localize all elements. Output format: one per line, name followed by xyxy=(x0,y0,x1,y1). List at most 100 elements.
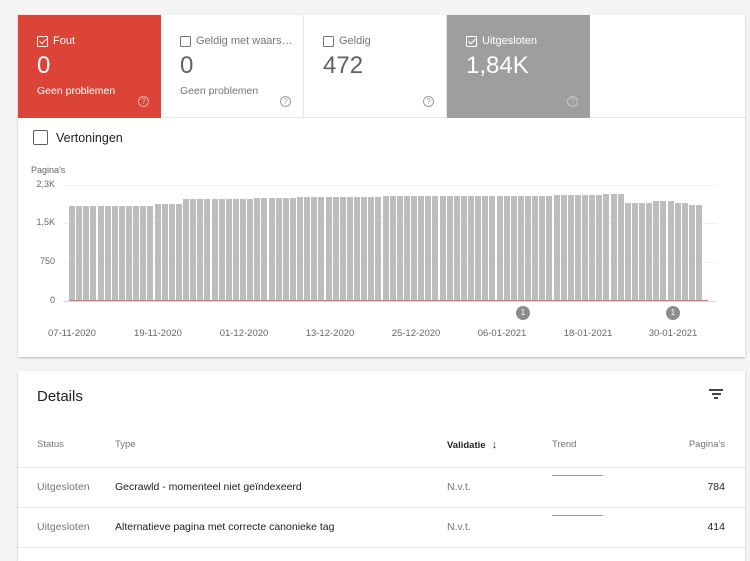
checkbox-checked-icon[interactable] xyxy=(466,35,477,47)
chart-bar[interactable] xyxy=(496,196,503,301)
chart-bar[interactable] xyxy=(361,197,368,301)
chart-bar[interactable] xyxy=(653,200,660,301)
chart-bar[interactable] xyxy=(553,195,560,301)
help-icon[interactable]: ? xyxy=(280,96,291,107)
chart-bar[interactable] xyxy=(439,196,446,301)
chart-bar[interactable] xyxy=(403,196,410,301)
chart-bar[interactable] xyxy=(389,196,396,301)
chart-bar[interactable] xyxy=(304,197,311,301)
chart-bar[interactable] xyxy=(154,204,161,301)
help-icon[interactable]: ? xyxy=(423,96,434,107)
chart-bar[interactable] xyxy=(396,196,403,301)
chart-bar[interactable] xyxy=(489,196,496,301)
chart-bar[interactable] xyxy=(69,206,75,301)
chart-bar[interactable] xyxy=(696,204,702,301)
chart-bar[interactable] xyxy=(567,195,574,301)
chart-bar[interactable] xyxy=(126,206,132,301)
chart-bar[interactable] xyxy=(346,197,353,301)
chart-bar[interactable] xyxy=(610,194,617,301)
chart-bar[interactable] xyxy=(368,197,375,301)
checkbox-icon[interactable] xyxy=(33,130,48,145)
checkbox-icon[interactable] xyxy=(323,35,334,47)
chart-bar[interactable] xyxy=(560,195,567,301)
chart-bar[interactable] xyxy=(546,196,553,301)
chart-bar[interactable] xyxy=(254,198,261,301)
chart-bar[interactable] xyxy=(468,196,474,301)
column-header-validation[interactable]: Validatie ↓ xyxy=(447,423,552,468)
chart-bar[interactable] xyxy=(190,199,197,301)
chart-bar[interactable] xyxy=(339,197,346,301)
chart-bar[interactable] xyxy=(411,196,417,301)
chart-bar[interactable] xyxy=(97,206,104,301)
chart-bar[interactable] xyxy=(118,206,125,301)
tile-valid[interactable]: Geldig 472 ? xyxy=(304,15,447,118)
chart-bar[interactable] xyxy=(83,206,90,301)
chart-bar[interactable] xyxy=(589,195,596,301)
chart-bar[interactable] xyxy=(211,199,218,301)
chart-bar[interactable] xyxy=(582,195,588,301)
chart-bar[interactable] xyxy=(232,199,239,301)
help-icon[interactable]: ? xyxy=(138,96,149,107)
column-header-trend[interactable]: Trend xyxy=(552,423,662,468)
chart-bar[interactable] xyxy=(646,203,653,301)
chart-bar[interactable] xyxy=(240,199,246,301)
chart-bar[interactable] xyxy=(688,204,695,301)
chart-bar[interactable] xyxy=(311,197,318,301)
chart-bar[interactable] xyxy=(289,198,296,301)
chart-bar[interactable] xyxy=(175,204,182,301)
chart-bar[interactable] xyxy=(104,206,111,301)
chart-bar[interactable] xyxy=(76,206,83,301)
tile-error[interactable]: Fout 0 Geen problemen ? xyxy=(18,15,161,118)
annotation-marker[interactable]: 1 xyxy=(666,306,680,320)
chart-bar[interactable] xyxy=(161,204,168,301)
chart-bar[interactable] xyxy=(133,206,140,301)
chart-bar[interactable] xyxy=(532,196,539,301)
chart-bar[interactable] xyxy=(517,196,524,301)
annotation-marker[interactable]: 1 xyxy=(516,306,530,320)
filter-icon[interactable] xyxy=(709,389,723,401)
column-header-pages[interactable]: Pagina's xyxy=(662,423,745,468)
chart-bar[interactable] xyxy=(460,196,467,301)
chart-bar[interactable] xyxy=(225,199,232,301)
impressions-toggle[interactable]: Vertoningen xyxy=(33,130,123,145)
table-row[interactable]: Uitgesloten Gecrawld - momenteel niet ge… xyxy=(18,467,745,508)
chart-bar[interactable] xyxy=(268,198,275,301)
chart-bar[interactable] xyxy=(332,197,339,301)
chart-bar[interactable] xyxy=(660,200,667,301)
chart-bar[interactable] xyxy=(475,196,482,301)
chart-bar[interactable] xyxy=(382,196,389,301)
chart-bar[interactable] xyxy=(681,203,688,301)
chart-bar[interactable] xyxy=(325,197,332,301)
chart-bar[interactable] xyxy=(539,196,546,301)
chart-bar[interactable] xyxy=(247,199,254,301)
chart-bar[interactable] xyxy=(667,200,674,301)
chart-bar[interactable] xyxy=(418,196,425,301)
chart-bar[interactable] xyxy=(168,204,175,301)
chart-bar[interactable] xyxy=(218,199,225,301)
bar-chart[interactable] xyxy=(69,185,709,301)
checkbox-checked-icon[interactable] xyxy=(37,35,48,47)
chart-bar[interactable] xyxy=(510,196,517,301)
chart-bar[interactable] xyxy=(183,199,189,301)
chart-bar[interactable] xyxy=(147,206,154,301)
chart-bar[interactable] xyxy=(375,197,382,301)
column-header-status[interactable]: Status xyxy=(18,423,115,468)
chart-bar[interactable] xyxy=(90,206,97,301)
chart-bar[interactable] xyxy=(432,196,439,301)
table-row[interactable]: Uitgesloten Alternatieve pagina met corr… xyxy=(18,507,745,548)
chart-bar[interactable] xyxy=(446,196,453,301)
tile-valid-with-warnings[interactable]: Geldig met waars… 0 Geen problemen ? xyxy=(161,15,304,118)
chart-bar[interactable] xyxy=(603,194,610,301)
chart-bar[interactable] xyxy=(275,198,282,301)
chart-bar[interactable] xyxy=(297,197,303,301)
chart-bar[interactable] xyxy=(111,206,118,301)
chart-bar[interactable] xyxy=(282,198,289,301)
chart-bar[interactable] xyxy=(453,196,460,301)
chart-bar[interactable] xyxy=(204,199,211,301)
chart-bar[interactable] xyxy=(140,206,147,301)
checkbox-icon[interactable] xyxy=(180,35,191,47)
chart-bar[interactable] xyxy=(624,203,631,301)
chart-bar[interactable] xyxy=(596,195,603,301)
chart-bar[interactable] xyxy=(318,197,325,301)
chart-bar[interactable] xyxy=(574,195,581,301)
